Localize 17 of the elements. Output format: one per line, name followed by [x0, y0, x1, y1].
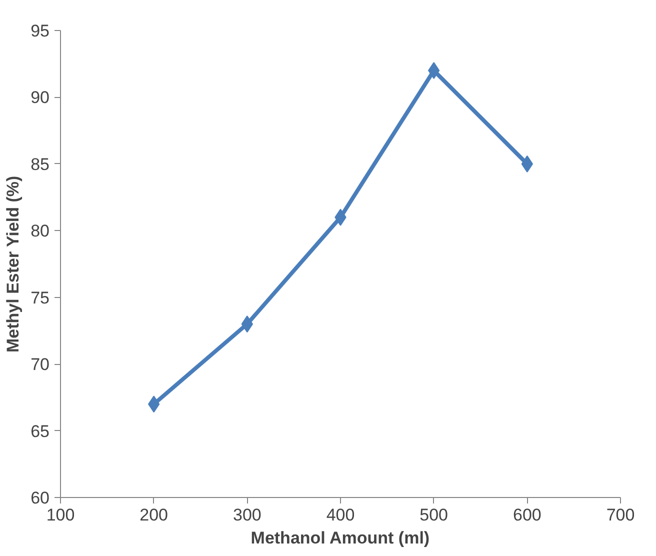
y-tick-label: 75 [30, 288, 50, 308]
y-tick-label: 90 [30, 88, 50, 108]
x-tick-label: 500 [420, 506, 448, 524]
y-axis-title: Methyl Ester Yield (%) [4, 176, 23, 352]
x-tick-label: 200 [140, 506, 168, 524]
x-tick-label: 600 [512, 506, 542, 524]
x-tick-label: 300 [232, 506, 262, 524]
y-tick-label: 95 [30, 22, 50, 40]
x-axis-title: Methanol Amount (ml) [250, 528, 430, 548]
y-tick-label: 70 [30, 355, 50, 374]
y-tick-label: 85 [30, 154, 50, 174]
x-tick-label: 100 [46, 506, 75, 524]
y-tick-label: 65 [30, 422, 50, 441]
y-tick-label: 80 [30, 222, 50, 241]
y-tick-label: 60 [30, 488, 50, 508]
x-tick-label: 400 [326, 506, 355, 524]
x-tick-label: 700 [606, 506, 635, 524]
